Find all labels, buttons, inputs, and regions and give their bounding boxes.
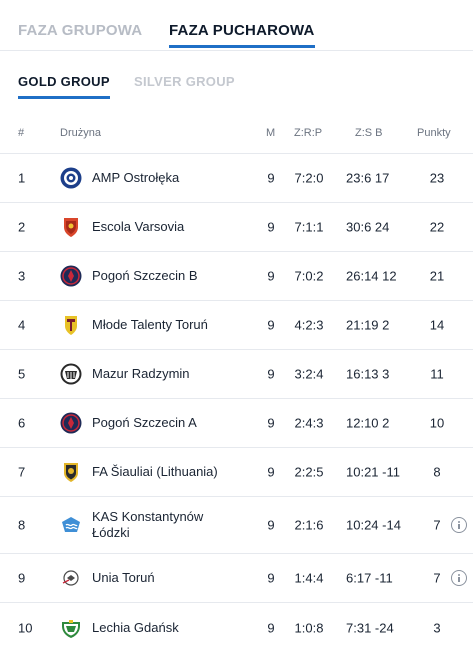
header-matches: M [266, 127, 276, 139]
info-icon[interactable] [451, 517, 467, 533]
team-name[interactable]: Escola Varsovia [92, 219, 185, 234]
team-name[interactable]: Pogoń Szczecin A [92, 415, 197, 430]
tab-knockout-stage[interactable]: FAZA PUCHAROWA [169, 22, 315, 48]
row-position: 5 [18, 366, 26, 382]
team-logo-icon [60, 461, 82, 483]
table-row[interactable]: 10 Lechia Gdańsk 9 1:0:8 7:31 -24 3 [0, 603, 473, 652]
team-logo-icon [60, 265, 82, 287]
row-position: 1 [18, 170, 26, 186]
goals-balance: 16:13 3 [346, 366, 390, 382]
header-goals: Z:S B [355, 127, 383, 139]
table-header: # Drużyna M Z:R:P Z:S B Punkty [0, 110, 473, 154]
row-position: 8 [18, 517, 26, 533]
team-name[interactable]: KAS Konstantynów Łódzki [92, 509, 204, 540]
table-row[interactable]: 7 FA Šiauliai (Lithuania) 9 2:2:5 10:21 … [0, 448, 473, 497]
goals-balance: 21:19 2 [346, 317, 390, 333]
goals-balance: 26:14 12 [346, 268, 397, 284]
header-wdl: Z:R:P [294, 127, 323, 139]
table-row[interactable]: 2 Escola Varsovia 9 7:1:1 30:6 24 22 [0, 203, 473, 252]
row-position: 3 [18, 268, 26, 284]
table-row[interactable]: 9 Unia Toruń 9 1:4:4 6:17 -11 7 [0, 554, 473, 603]
stage-tabs: FAZA GRUPOWA FAZA PUCHAROWA [0, 0, 473, 51]
row-position: 7 [18, 464, 26, 480]
team-logo-icon [60, 314, 82, 336]
goals-balance: 12:10 2 [346, 415, 390, 431]
tab-gold-group[interactable]: GOLD GROUP [18, 74, 110, 99]
team-logo-icon [60, 617, 82, 639]
group-tabs: GOLD GROUP SILVER GROUP [0, 51, 473, 103]
goals-balance: 10:24 -14 [346, 517, 401, 533]
info-icon[interactable] [451, 570, 467, 586]
team-name[interactable]: Młode Talenty Toruń [92, 317, 208, 332]
table-row[interactable]: 5 Mazur Radzymin 9 3:2:4 16:13 3 11 [0, 350, 473, 399]
team-name[interactable]: Unia Toruń [92, 570, 155, 585]
team-name[interactable]: FA Šiauliai (Lithuania) [92, 464, 218, 479]
goals-balance: 23:6 17 [346, 170, 390, 186]
row-position: 6 [18, 415, 26, 431]
team-name[interactable]: Mazur Radzymin [92, 366, 190, 381]
table-row[interactable]: 4 Młode Talenty Toruń 9 4:2:3 21:19 2 14 [0, 301, 473, 350]
header-team: Drużyna [60, 127, 101, 139]
goals-balance: 6:17 -11 [346, 570, 393, 586]
team-logo-icon [60, 167, 82, 189]
goals-balance: 10:21 -11 [346, 464, 400, 480]
table-row[interactable]: 8 KAS Konstantynów Łódzki 9 2:1:6 10:24 -… [0, 497, 473, 554]
goals-balance: 7:31 -24 [346, 620, 394, 635]
header-position: # [18, 127, 25, 139]
team-logo-icon [60, 216, 82, 238]
tab-group-stage[interactable]: FAZA GRUPOWA [18, 22, 143, 39]
tab-silver-group[interactable]: SILVER GROUP [134, 74, 235, 89]
standings-table: # Drużyna M Z:R:P Z:S B Punkty 1 AMP Ost… [0, 110, 473, 652]
table-row[interactable]: 6 Pogoń Szczecin A 9 2:4:3 12:10 2 10 [0, 399, 473, 448]
team-name[interactable]: Pogoń Szczecin B [92, 268, 198, 283]
team-name[interactable]: AMP Ostrołęka [92, 170, 180, 185]
team-logo-icon [60, 363, 82, 385]
header-points: Punkty [417, 127, 451, 139]
team-logo-icon [60, 514, 82, 536]
team-name[interactable]: Lechia Gdańsk [92, 619, 179, 635]
row-position: 2 [18, 219, 26, 235]
row-position: 9 [18, 570, 26, 586]
goals-balance: 30:6 24 [346, 219, 390, 235]
table-row[interactable]: 3 Pogoń Szczecin B 9 7:0:2 26:14 12 21 [0, 252, 473, 301]
table-row[interactable]: 1 AMP Ostrołęka 9 7:2:0 23:6 17 23 [0, 154, 473, 203]
team-logo-icon [60, 567, 82, 589]
team-logo-icon [60, 412, 82, 434]
row-position: 10 [18, 620, 33, 635]
row-position: 4 [18, 317, 26, 333]
